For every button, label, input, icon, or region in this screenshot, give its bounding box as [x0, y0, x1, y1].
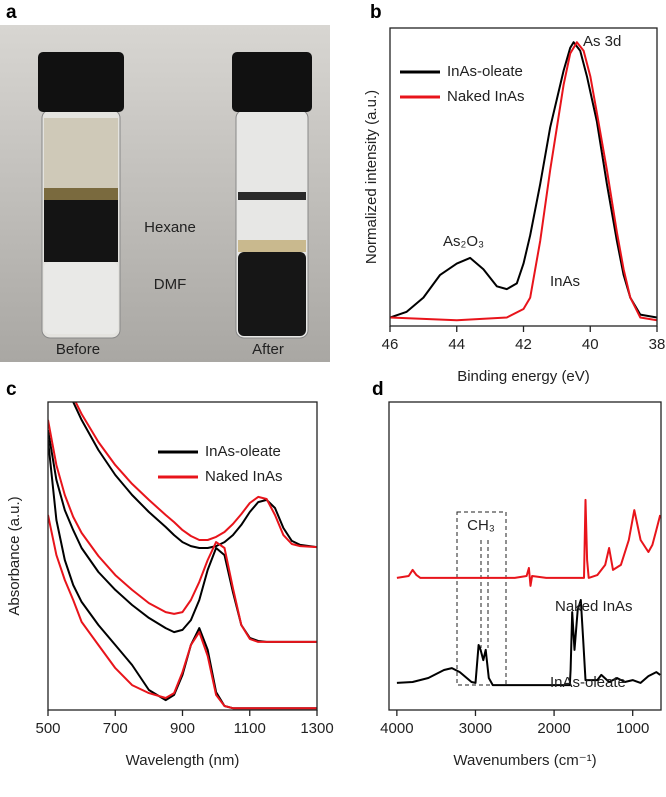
x-axis-label: Binding energy (eV) — [457, 368, 590, 385]
legend-label: InAs-oleate — [205, 443, 281, 460]
annotation: As₂O₃ — [443, 233, 484, 250]
x-tick-label: 46 — [382, 336, 399, 353]
x-tick-label: 1300 — [300, 720, 333, 737]
ch3-box — [456, 511, 507, 686]
y-axis-label: Absorbance (a.u.) — [6, 496, 23, 615]
series-line — [390, 41, 657, 319]
x-tick-label: 44 — [448, 336, 465, 353]
series-line — [396, 498, 661, 587]
x-tick-label: 3000 — [459, 720, 492, 737]
layer-label: DMF — [154, 276, 187, 293]
y-axis-label: Normalized intensity (a.u.) — [363, 90, 380, 264]
panel-label: b — [370, 2, 382, 23]
x-tick-label: 4000 — [380, 720, 413, 737]
legend-label: Naked InAs — [205, 468, 283, 485]
legend-label: Naked InAs — [447, 88, 525, 105]
plot-frame — [47, 401, 318, 711]
series-line — [72, 402, 317, 549]
series-line — [396, 599, 661, 687]
x-tick-label: 900 — [170, 720, 195, 737]
annotation: As 3d — [583, 33, 621, 50]
vial-layer — [44, 118, 118, 190]
plot-area — [48, 402, 317, 710]
plot-area — [396, 498, 661, 687]
panel-label: a — [6, 2, 17, 23]
vial-cap — [38, 52, 124, 112]
photo-panel: a Hexane DMF Before After — [0, 2, 330, 362]
x-axis-label: Wavenumbers (cm⁻¹) — [453, 752, 596, 769]
series-line — [390, 41, 657, 322]
legend-label: InAs-oleate — [447, 63, 523, 80]
vial-layer — [238, 252, 306, 336]
plot-area — [390, 41, 657, 322]
series-label: InAs-oleate — [550, 674, 626, 691]
vial-layer — [44, 262, 118, 334]
series-line — [74, 402, 317, 549]
x-tick-label: 500 — [35, 720, 60, 737]
x-axis-label: Wavelength (nm) — [126, 752, 240, 769]
vial-before — [38, 52, 124, 339]
x-tick-label: 2000 — [537, 720, 570, 737]
vial-layer — [238, 240, 306, 252]
vial-label: Before — [56, 341, 100, 358]
x-tick-label: 38 — [649, 336, 666, 353]
vial-label: After — [252, 341, 284, 358]
vial-layer — [44, 200, 118, 262]
vial-layer — [238, 192, 306, 200]
panel-label: d — [372, 379, 384, 400]
series-line — [48, 514, 317, 710]
annotation: InAs — [550, 273, 580, 290]
series-line — [48, 419, 317, 643]
x-tick-label: 1000 — [616, 720, 649, 737]
dashed-box — [456, 511, 507, 686]
x-tick-label: 40 — [582, 336, 599, 353]
vial-after — [232, 52, 312, 339]
plot-frame — [389, 27, 658, 327]
vial-layer — [44, 188, 118, 200]
vial-cap — [232, 52, 312, 112]
series-label: Naked InAs — [555, 598, 633, 615]
x-tick-label: 42 — [515, 336, 532, 353]
x-tick-label: 700 — [103, 720, 128, 737]
layer-label: Hexane — [144, 219, 196, 236]
annotation: CH₃ — [467, 517, 495, 534]
panel-label: c — [6, 379, 17, 400]
x-tick-label: 1100 — [234, 720, 266, 737]
plot-frame — [388, 401, 662, 711]
